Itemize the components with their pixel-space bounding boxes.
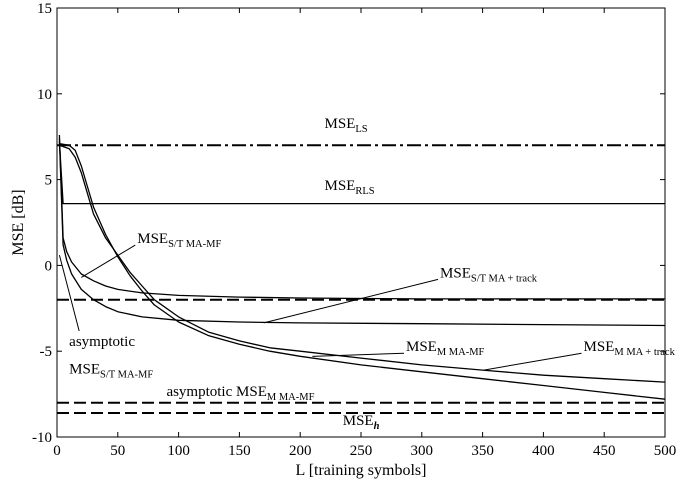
- x-tick-label-250: 250: [350, 443, 373, 459]
- annotation-asym-m: asymptotic MSEM MA-MF: [166, 384, 314, 403]
- series-mse-m-ma-track: [59, 144, 666, 383]
- pointer-asym-st-1: [58, 254, 80, 332]
- series-mse-m-ma-mf: [59, 142, 666, 400]
- annotation-m-mamf: MSEM MA-MF: [406, 339, 485, 358]
- x-tick-label-450: 450: [593, 443, 616, 459]
- y-tick-label--5: -5: [40, 344, 53, 360]
- annotation-rls: MSERLS: [325, 178, 375, 197]
- x-tick-label-200: 200: [289, 443, 312, 459]
- annotation-m-track: MSEM MA + track: [584, 339, 676, 358]
- series-mse-s-t-ma-track: [58, 138, 666, 327]
- annotation-st-mamf: MSES/T MA-MF: [137, 231, 221, 250]
- y-tick-label-0: 0: [45, 258, 53, 274]
- y-tick-label--10: -10: [32, 430, 52, 446]
- series-layer: [57, 134, 666, 414]
- y-tick-label-15: 15: [37, 1, 52, 17]
- annotation-st-track: MSES/T MA + track: [440, 265, 538, 284]
- annotations: MSELS MSERLS MSES/T MA-MF MSES/T MA + track…: [69, 116, 675, 432]
- y-axis-label: MSE [dB]: [10, 189, 27, 255]
- pointer-m-track: [483, 352, 582, 371]
- annotation-pointers: [58, 244, 582, 371]
- x-tick-label-300: 300: [411, 443, 434, 459]
- annotation-ls: MSELS: [325, 116, 368, 135]
- x-tick-label-50: 50: [110, 443, 125, 459]
- x-tick-label-150: 150: [228, 443, 251, 459]
- x-tick-label-350: 350: [471, 443, 494, 459]
- axis-ticks: 0 50 100 150 200 250 300 350 400 450 500 -10 -5 0 5 10 1…: [32, 1, 676, 459]
- y-tick-label-10: 10: [37, 87, 52, 103]
- pointer-st-mamf: [81, 244, 136, 278]
- series-mse-s-t-ma-mf: [58, 134, 665, 300]
- x-tick-label-400: 400: [532, 443, 555, 459]
- y-tick-label-5: 5: [45, 173, 53, 189]
- x-tick-label-100: 100: [167, 443, 190, 459]
- x-axis-label: L [training symbols]: [296, 462, 427, 479]
- x-tick-label-0: 0: [53, 443, 61, 459]
- x-tick-label-500: 500: [654, 443, 677, 459]
- pointer-m-mamf: [312, 352, 405, 357]
- annotation-asym-st-1: asymptotic: [69, 334, 135, 350]
- annotation-asym-st-2: MSES/T MA-MF: [69, 362, 153, 381]
- annotation-h: MSEh: [343, 413, 380, 432]
- pointer-st-track: [263, 278, 439, 324]
